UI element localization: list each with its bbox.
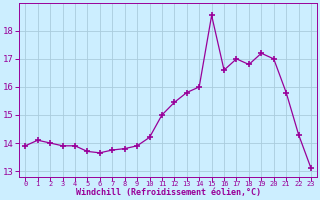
X-axis label: Windchill (Refroidissement éolien,°C): Windchill (Refroidissement éolien,°C) — [76, 188, 261, 197]
